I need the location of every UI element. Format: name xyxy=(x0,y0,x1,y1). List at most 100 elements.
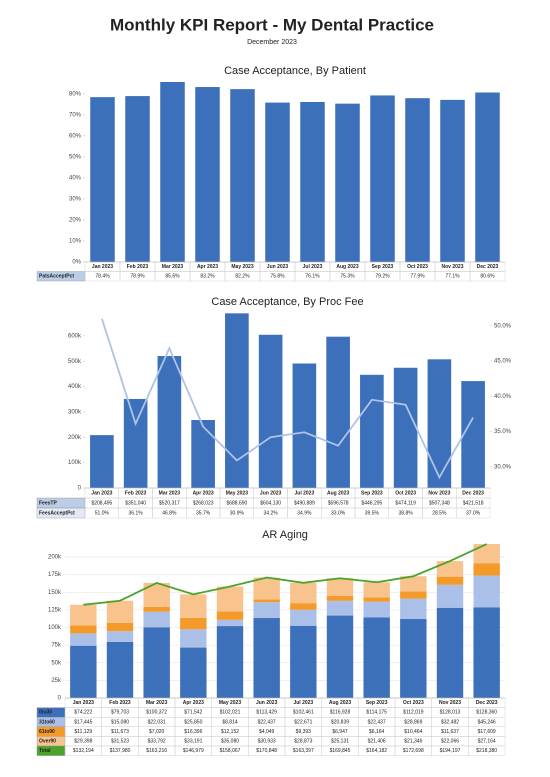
bar xyxy=(300,101,325,263)
value-label: $194,197 xyxy=(440,748,461,754)
value-label: $596,578 xyxy=(328,500,349,506)
bar-segment xyxy=(363,601,390,618)
bar-segment xyxy=(473,607,500,698)
value-label: $128,360 xyxy=(476,710,497,716)
x-tick-label: Mar 2023 xyxy=(162,264,184,270)
value-label: 83.2% xyxy=(200,274,215,280)
value-label: $17,609 xyxy=(478,729,496,735)
value-label: $25,131 xyxy=(331,739,349,745)
bar xyxy=(157,356,182,488)
value-label: $79,703 xyxy=(111,710,129,716)
value-label: $102,461 xyxy=(293,710,314,716)
bar-segment xyxy=(473,563,500,576)
value-label: $29,398 xyxy=(74,739,92,745)
value-label: $268,023 xyxy=(193,500,214,506)
bar xyxy=(405,98,430,262)
bar-segment xyxy=(253,602,280,619)
bar-segment xyxy=(436,561,464,577)
bar-segment xyxy=(253,599,280,603)
value-label: 36.1% xyxy=(129,510,144,516)
y-tick-label: 25k xyxy=(51,678,62,684)
x-tick-label: Mar 2023 xyxy=(146,700,168,706)
bar-segment xyxy=(70,625,97,634)
y-tick-label: 0 xyxy=(78,486,82,492)
x-tick-label: Apr 2023 xyxy=(193,490,214,496)
bar xyxy=(326,336,350,488)
bar xyxy=(461,381,485,488)
y-tick-label: 0% xyxy=(72,260,81,266)
value-label: 80.6% xyxy=(480,274,495,280)
table-cell xyxy=(468,745,506,756)
value-label: $208,495 xyxy=(91,500,112,506)
bar xyxy=(225,313,249,488)
x-tick-label: Aug 2023 xyxy=(329,700,351,706)
y-tick-label: 70% xyxy=(69,112,82,118)
x-tick-label: Oct 2023 xyxy=(403,700,424,706)
value-label: 46.8% xyxy=(162,510,177,516)
line xyxy=(83,543,488,606)
bar xyxy=(90,435,114,488)
value-label: $170,848 xyxy=(256,748,277,754)
x-tick-label: Oct 2023 xyxy=(407,264,428,270)
bar-segment xyxy=(70,645,97,698)
x-tick-label: Sep 2023 xyxy=(366,700,388,706)
value-label: $10,464 xyxy=(404,729,422,735)
bar xyxy=(123,398,148,488)
bar-segment xyxy=(290,582,317,604)
x-tick-label: May 2023 xyxy=(219,700,241,706)
y-tick-label: 500k xyxy=(68,359,82,365)
table-cell xyxy=(456,507,491,519)
value-label: 77.1% xyxy=(445,274,460,280)
bar-segment xyxy=(290,609,317,626)
x-tick-label: Feb 2023 xyxy=(125,490,147,496)
value-label: $146,979 xyxy=(183,748,204,754)
bar xyxy=(191,420,215,488)
report-title: Monthly KPI Report - My Dental Practice xyxy=(110,15,434,34)
bar-segment xyxy=(143,611,170,628)
x-tick-label: May 2023 xyxy=(226,490,248,496)
value-label: 78.4% xyxy=(95,274,110,280)
legend-label: 61to90 xyxy=(39,729,55,735)
value-label: $45,246 xyxy=(478,719,496,725)
value-label: $172,698 xyxy=(403,748,424,754)
value-label: 35.7% xyxy=(196,510,211,516)
value-label: $421,518 xyxy=(463,500,484,506)
value-label: $604,130 xyxy=(260,500,281,506)
bar-segment xyxy=(216,626,244,698)
x-tick-label: Jan 2023 xyxy=(91,490,112,496)
legend-label: FeesAcceptPct xyxy=(39,510,75,516)
value-label: $25,850 xyxy=(184,719,202,725)
y-tick-label: 100k xyxy=(48,625,62,631)
value-label: $15,080 xyxy=(111,719,129,725)
bar-segment xyxy=(363,617,390,698)
bar-segment xyxy=(180,629,207,648)
bar xyxy=(475,92,500,263)
y-tick-label: 600k xyxy=(68,333,82,339)
value-label: $74,222 xyxy=(74,710,92,716)
value-label: $688,690 xyxy=(226,500,247,506)
bar xyxy=(427,359,452,488)
bar xyxy=(440,99,465,262)
y2-tick-label: 40.0% xyxy=(494,394,512,400)
x-tick-label: Jun 2023 xyxy=(256,700,278,706)
x-tick-label: Mar 2023 xyxy=(159,490,181,496)
value-label: $218,380 xyxy=(476,748,497,754)
bar-segment xyxy=(473,544,500,564)
x-tick-label: Nov 2023 xyxy=(439,700,461,706)
bar-segment xyxy=(436,584,464,608)
value-label: $164,182 xyxy=(366,748,387,754)
value-label: $12,152 xyxy=(221,729,239,735)
bar xyxy=(370,95,395,263)
bar-segment xyxy=(106,622,134,632)
value-label: $31,523 xyxy=(111,739,129,745)
line xyxy=(101,318,474,480)
bar-segment xyxy=(106,631,134,642)
bar-segment xyxy=(70,633,97,646)
x-tick-label: Nov 2023 xyxy=(428,490,450,496)
bar-segment xyxy=(400,619,427,698)
x-tick-label: Dec 2023 xyxy=(476,700,498,706)
y-tick-label: 75k xyxy=(51,643,62,649)
chart-title: AR Aging xyxy=(262,529,308,541)
